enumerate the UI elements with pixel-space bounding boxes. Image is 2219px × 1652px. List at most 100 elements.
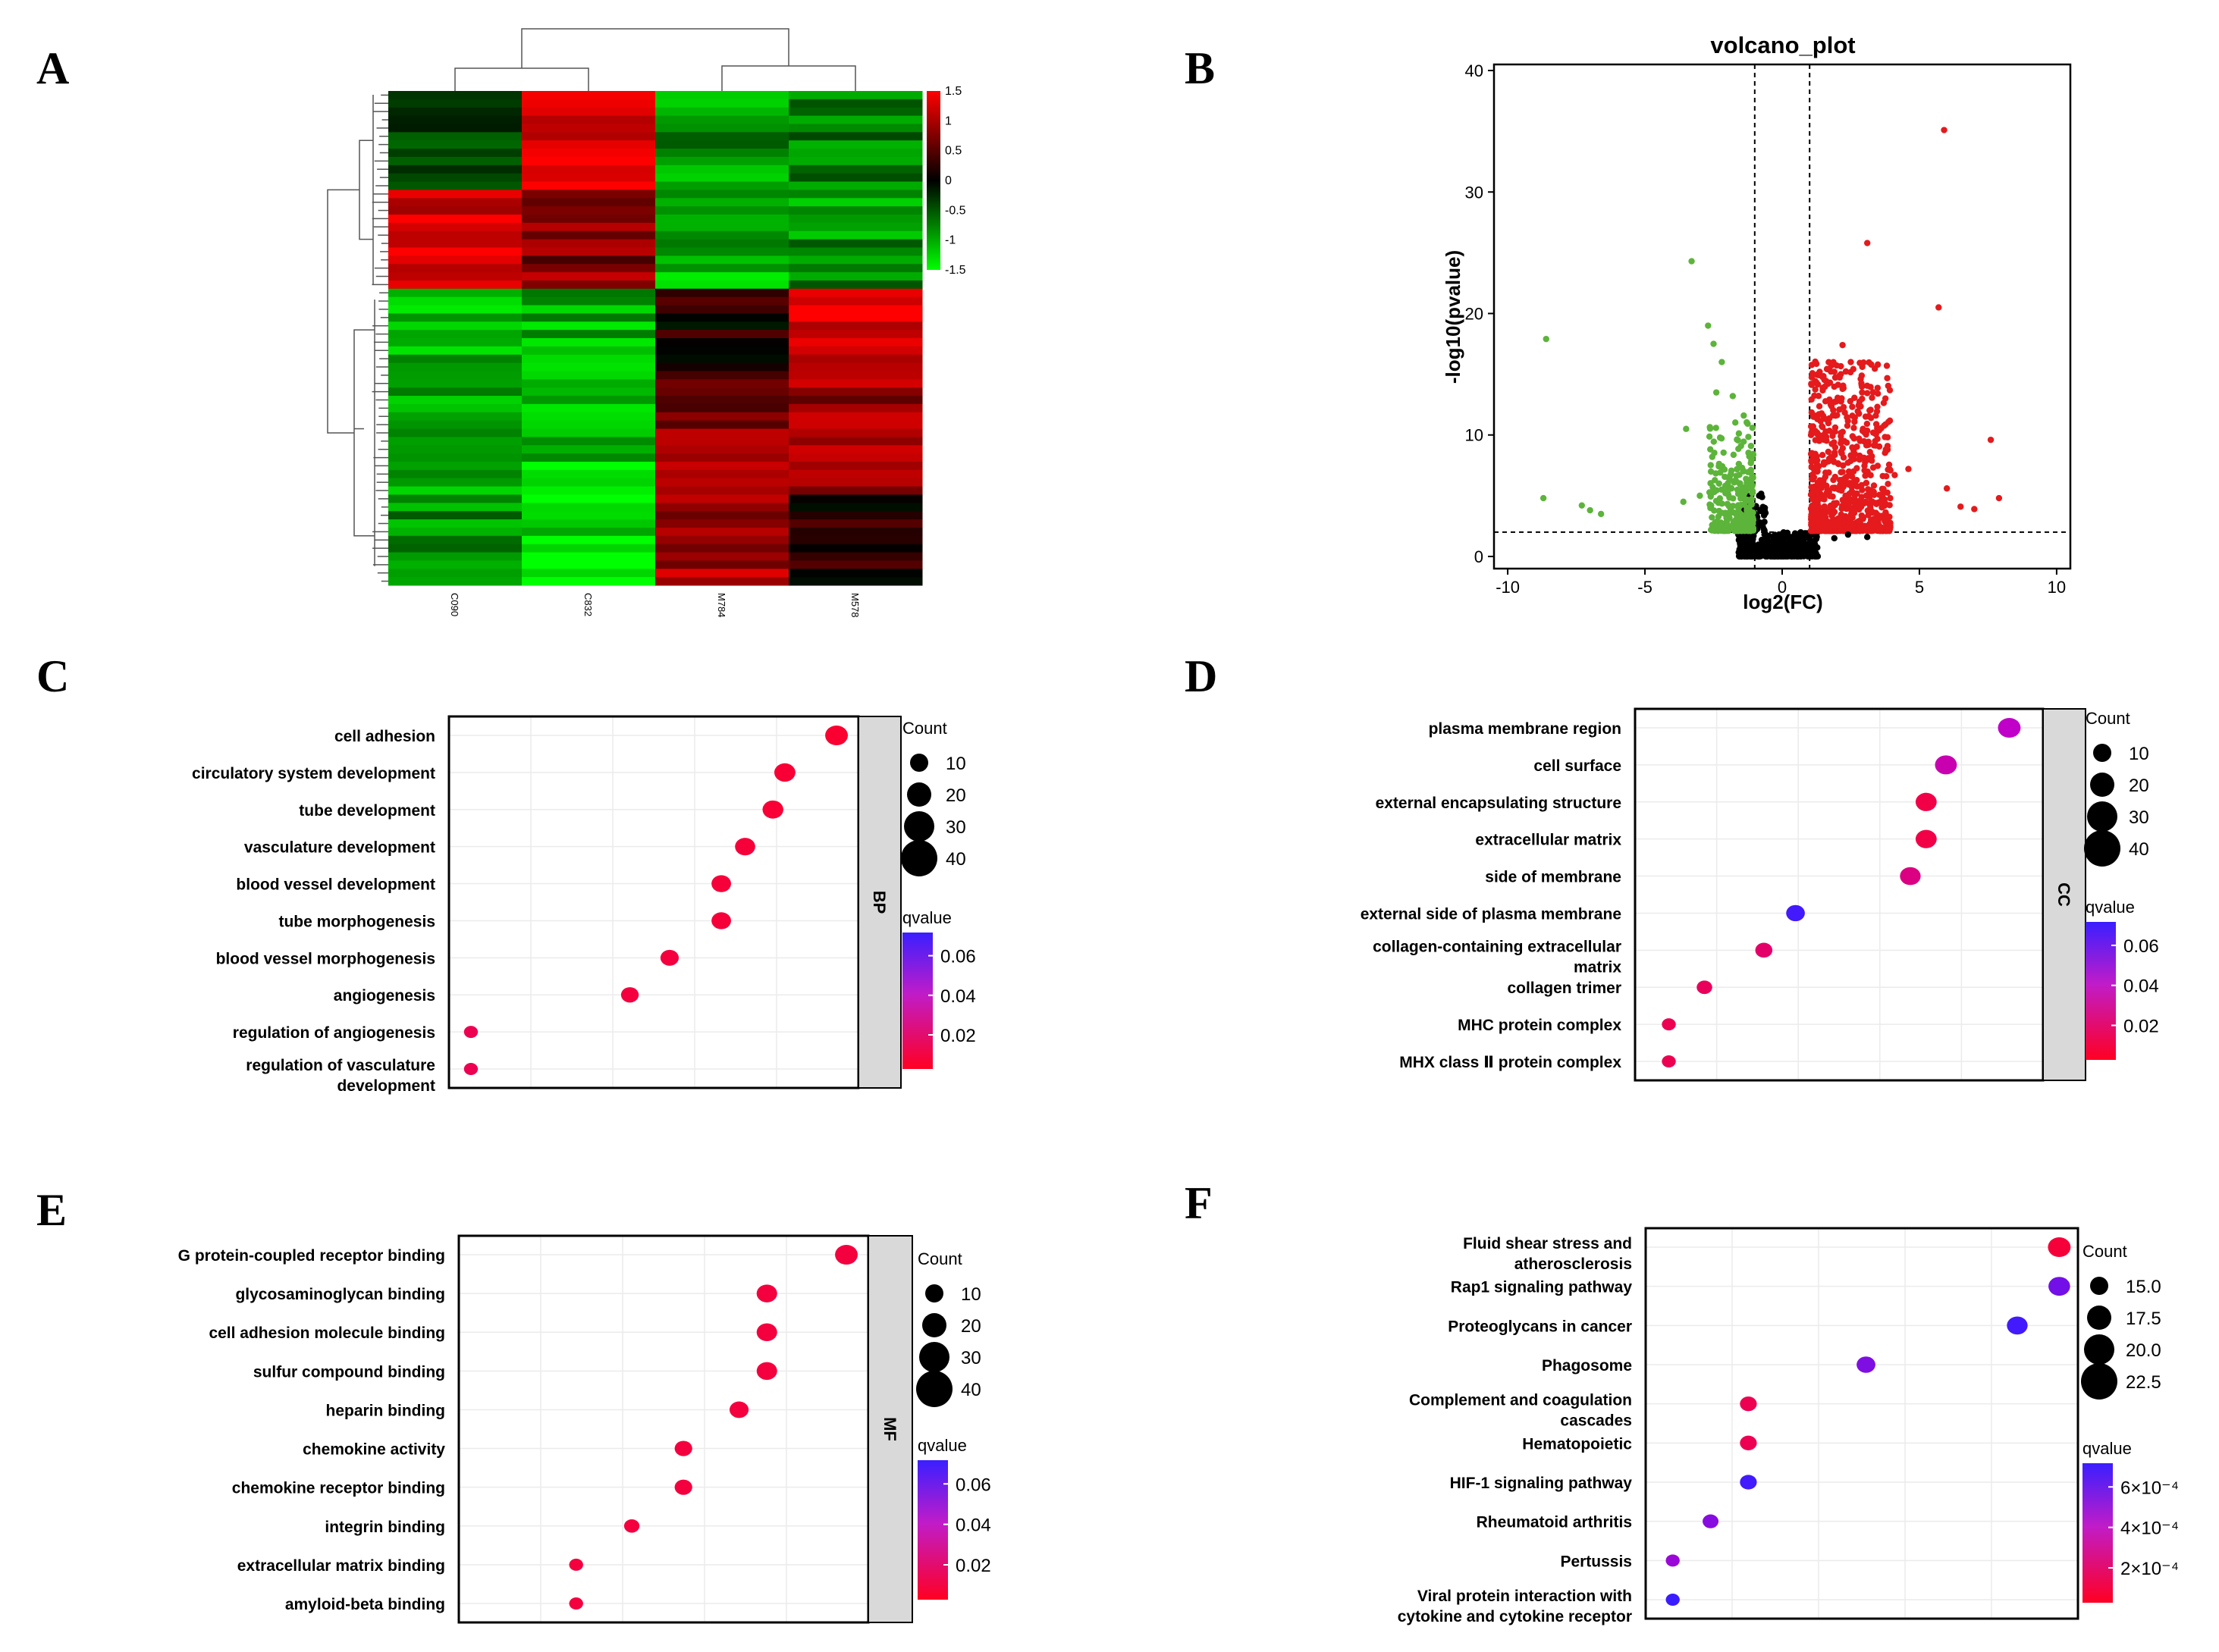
heatmap-cell	[388, 354, 523, 364]
heatmap-cell	[522, 190, 656, 199]
heatmap-cell	[789, 552, 923, 561]
heatmap-cell	[655, 338, 789, 347]
volcano-point-down	[1718, 359, 1725, 365]
volcano-point-up	[1882, 509, 1889, 516]
volcano-point-down	[1705, 322, 1712, 329]
size-legend-dot	[901, 840, 937, 876]
volcano-point-ns	[1811, 547, 1818, 554]
volcano-point-up	[1856, 435, 1863, 442]
heatmap-cell	[522, 387, 656, 397]
volcano-point-down	[1708, 490, 1715, 497]
volcano-point-up	[1850, 468, 1857, 475]
volcano-point-down	[1712, 470, 1719, 477]
heatmap-cell	[655, 264, 789, 273]
heatmap-cell	[655, 503, 789, 512]
heatmap-cell	[655, 107, 789, 117]
volcano-xtick: 0	[1778, 578, 1787, 597]
heatmap-cell	[789, 230, 923, 240]
heatmap-cell	[655, 305, 789, 314]
volcano-point-down	[1706, 446, 1714, 453]
volcano-point-down	[1543, 335, 1549, 343]
volcano-ylabel: -log10(pvalue)	[1442, 250, 1464, 384]
volcano-point-ns	[1804, 532, 1812, 540]
category-label: angiogenesis	[334, 987, 435, 1005]
size-legend-label: 17.5	[2126, 1309, 2161, 1329]
volcano-point-up	[1874, 384, 1882, 391]
volcano-point-ns	[1745, 544, 1752, 551]
size-legend-dot	[910, 754, 928, 772]
color-legend-title: qvalue	[918, 1436, 967, 1455]
volcano-point-up	[1821, 503, 1828, 510]
category-label: chemokine activity	[303, 1441, 445, 1459]
volcano-xlabel: log2(FC)	[1743, 591, 1822, 613]
volcano-point-up	[1853, 444, 1860, 450]
volcano-point-up	[1868, 361, 1875, 368]
volcano-point-up	[1885, 481, 1891, 487]
heatmap-cell	[388, 239, 523, 248]
volcano-point-down	[1734, 466, 1740, 473]
volcano-point-ns	[1806, 553, 1813, 560]
heatmap-cell	[789, 412, 923, 422]
volcano-point-ns	[1791, 547, 1799, 554]
heatmap-cell	[522, 396, 656, 405]
heatmap-cell	[388, 469, 523, 479]
enrichment-dot	[1900, 867, 1921, 886]
heatmap-cell	[522, 503, 656, 512]
color-legend-title: qvalue	[2086, 898, 2135, 917]
volcano-point-up	[1875, 526, 1882, 534]
heatmap-cell	[789, 462, 923, 471]
heatmap-cell	[789, 330, 923, 339]
heatmap-cell	[388, 165, 523, 174]
volcano-point-up	[1884, 443, 1891, 450]
volcano-point-up	[1819, 424, 1826, 431]
volcano-point-up	[1851, 450, 1859, 458]
heatmap-cell	[388, 206, 523, 215]
color-legend-tick: 0.04	[940, 986, 976, 1007]
volcano-point-down	[1696, 492, 1703, 500]
volcano-point-up	[1835, 381, 1841, 388]
volcano-xtick: 5	[1915, 578, 1924, 597]
heatmap-cell	[522, 379, 656, 388]
volcano-point-down	[1745, 434, 1752, 440]
color-legend-tick: 2×10⁻⁴	[2120, 1559, 2179, 1579]
volcano-point-up	[1863, 382, 1871, 389]
heatmap-cell	[522, 403, 656, 413]
heatmap-cell	[655, 280, 789, 290]
volcano-points	[1539, 127, 2003, 560]
size-legend-dot	[2090, 1277, 2108, 1295]
volcano-point-up	[1869, 508, 1876, 516]
heatmap-column-label: M784	[716, 593, 727, 618]
category-label: tube development	[299, 802, 435, 820]
volcano-point-down	[1707, 503, 1715, 510]
heatmap-cell	[655, 437, 789, 446]
heatmap-cell	[655, 296, 789, 306]
heatmap-cell	[522, 428, 656, 437]
size-legend-label: 20	[961, 1316, 981, 1337]
heatmap-panel: 1.5 1 0.5 0 -0.5 -1 -1.5 C090 C832 M784 M578	[327, 28, 966, 618]
volcano-point-ns	[1799, 536, 1806, 543]
heatmap-cell	[388, 362, 523, 371]
volcano-point-up	[1849, 412, 1856, 419]
volcano-point-up	[1858, 381, 1866, 389]
heatmap-cell	[655, 371, 789, 380]
heatmap-cell	[522, 338, 656, 347]
volcano-point-up	[1814, 415, 1821, 422]
volcano-point-up	[1823, 489, 1830, 497]
heatmap-dendrogram	[327, 28, 856, 582]
volcano-point-up	[1831, 451, 1838, 459]
size-legend-label: 10	[2129, 744, 2149, 764]
volcano-point-up	[1813, 378, 1820, 386]
volcano-point-down	[1709, 453, 1716, 460]
volcano-point-ns	[1766, 540, 1773, 547]
volcano-point-down	[1713, 487, 1720, 494]
volcano-point-down	[1731, 509, 1737, 516]
category-label: cell adhesion molecule binding	[209, 1324, 445, 1342]
volcano-point-up	[1855, 518, 1862, 525]
volcano-point-up	[1851, 418, 1858, 425]
volcano-point-ns	[1789, 538, 1796, 545]
heatmap-cell	[789, 354, 923, 364]
volcano-point-up	[1863, 479, 1870, 487]
heatmap-cell	[388, 462, 523, 471]
heatmap-cell	[388, 577, 523, 586]
heatmap-cell	[388, 338, 523, 347]
